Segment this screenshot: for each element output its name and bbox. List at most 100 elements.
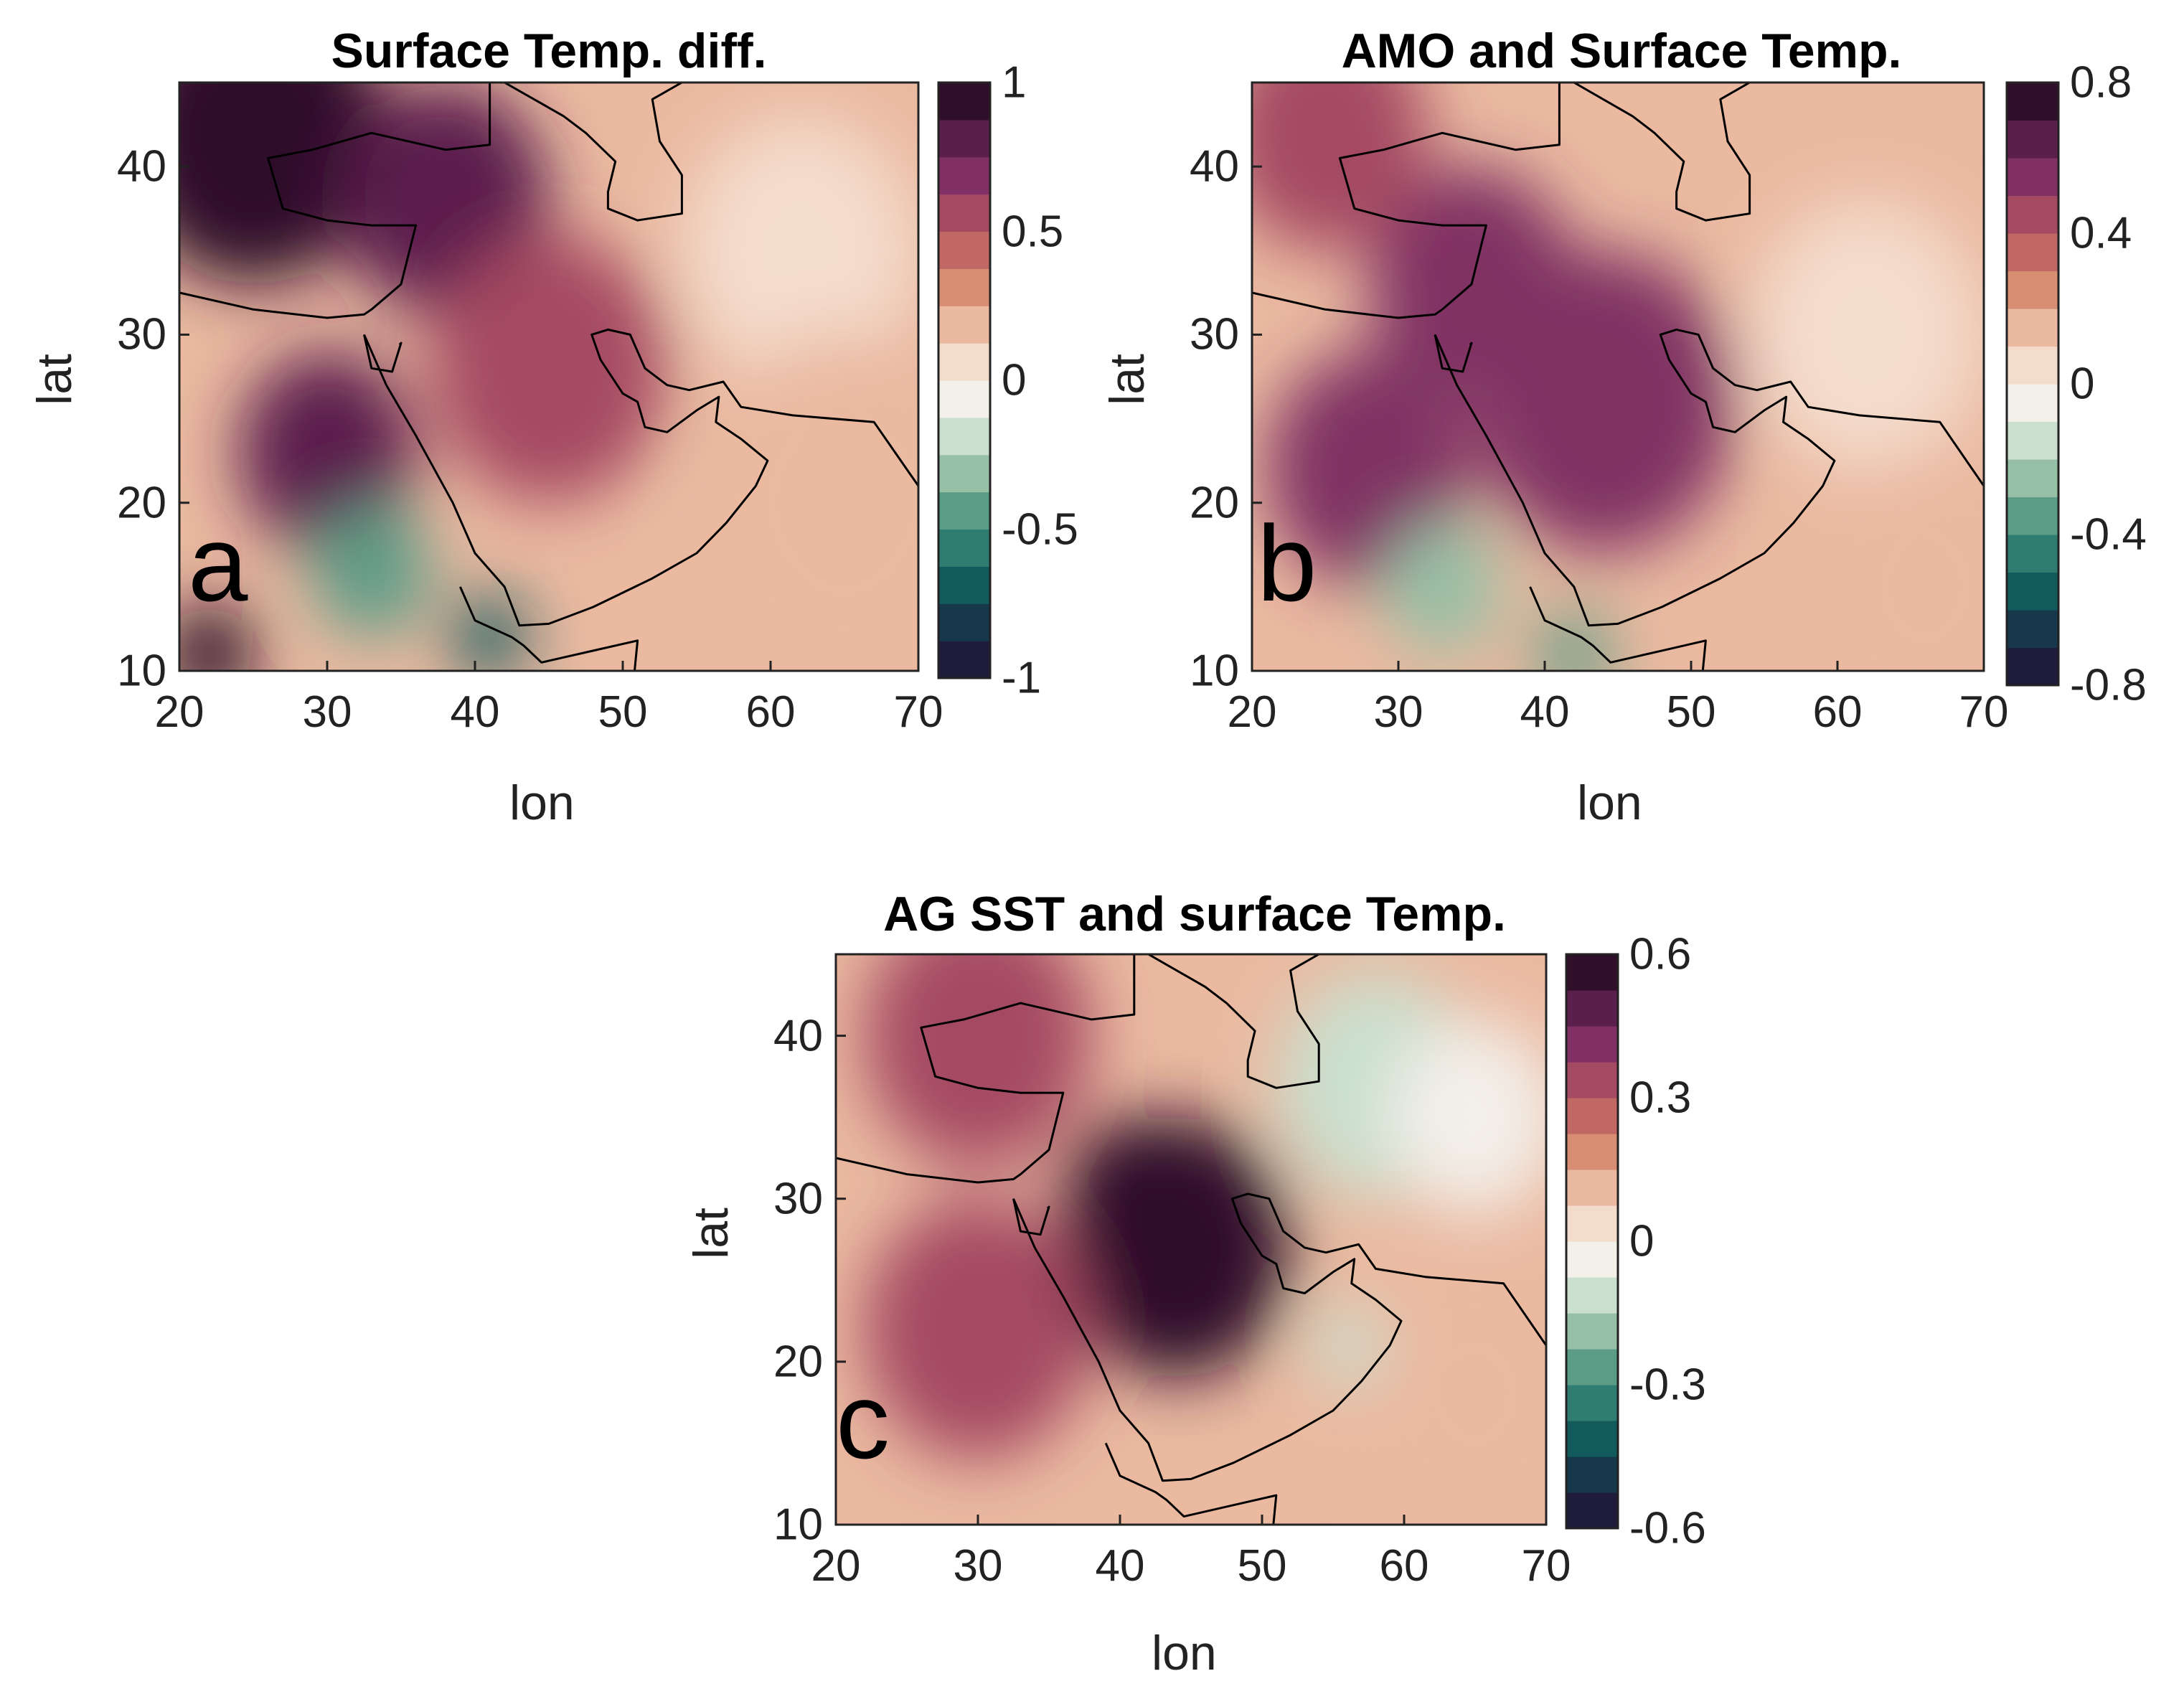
y-tick-label: 20 [773, 1337, 823, 1387]
colorbar-segment [938, 343, 990, 381]
y-tick-label: 20 [117, 478, 166, 528]
plot-frame [1251, 81, 1985, 672]
x-tick-label: 70 [893, 687, 943, 737]
x-tick-label: 50 [598, 687, 648, 737]
anomaly-region-1 [1063, 1117, 1205, 1281]
coastline-4 [1147, 954, 1320, 1089]
colorbar-segment [1566, 1205, 1618, 1242]
colorbar-segment [938, 83, 990, 121]
colorbar-tick-label: 0.4 [2070, 208, 2132, 258]
colorbar-segment [1566, 1277, 1618, 1314]
colorbar-segment [1566, 1241, 1618, 1278]
x-tick-label: 30 [1373, 687, 1423, 737]
colorbar-segment [938, 231, 990, 269]
panel-b-title: AMO and Surface Temp. [1341, 24, 1902, 78]
colorbar-segment [2007, 270, 2058, 309]
panel-c-colorbar [1565, 953, 1619, 1530]
colorbar-segment [938, 529, 990, 567]
colorbar-segment [1566, 1421, 1618, 1457]
anomaly-region-5 [1749, 200, 1984, 469]
colorbar-segment [2007, 572, 2058, 611]
colorbar-segment [1566, 1492, 1618, 1529]
y-tick-label: 30 [117, 309, 166, 359]
panel-a-title: Surface Temp. diff. [331, 24, 767, 78]
coastline-5 [459, 586, 639, 671]
coastline-4 [1573, 83, 1751, 222]
colorbar-segment [2007, 83, 2058, 121]
anomaly-region-3 [1383, 519, 1501, 654]
colorbar-segment [1566, 1385, 1618, 1421]
panel-c-map [834, 953, 1548, 1526]
coastline-2 [1012, 1192, 1546, 1482]
y-tick-label: 40 [1190, 141, 1239, 192]
anomaly-region-2 [864, 1198, 1092, 1460]
x-tick-label: 60 [745, 687, 796, 737]
colorbar-segment [938, 417, 990, 456]
colorbar-tick-label: 0 [1002, 355, 1027, 405]
colorbar-tick-label: -1 [1002, 653, 1042, 703]
panel-a-map [178, 81, 920, 672]
colorbar-segment [1566, 1313, 1618, 1350]
coastline-3 [1012, 1198, 1050, 1236]
colorbar-tick-label: 1 [1002, 57, 1027, 108]
colorbar-tick-label: -0.5 [1002, 504, 1078, 554]
panel-c-ylabel: lat [683, 1208, 738, 1259]
colorbar-segment [2007, 421, 2058, 460]
anomaly-region-7 [864, 954, 1092, 1167]
panel-c-xlabel: lon [1152, 1626, 1217, 1680]
colorbar-segment [938, 641, 990, 679]
colorbar-segment [938, 491, 990, 530]
coastline-1 [836, 1157, 1022, 1184]
y-tick-label: 10 [773, 1500, 823, 1550]
x-tick-label: 40 [1520, 687, 1570, 737]
colorbar-segment [2007, 233, 2058, 272]
panel-a-xlabel: lon [509, 776, 575, 830]
y-tick-label: 30 [1190, 309, 1239, 359]
colorbar-segment [2007, 158, 2058, 197]
anomaly-region-0 [179, 83, 387, 285]
colorbar-segment [2007, 459, 2058, 498]
anomaly-region-3 [430, 233, 667, 503]
anomaly-region-7 [1252, 83, 1428, 251]
colorbar-segment [938, 156, 990, 195]
y-tick-label: 20 [1190, 478, 1239, 528]
colorbar-segment [2007, 384, 2058, 423]
y-tick-label: 30 [773, 1174, 823, 1224]
colorbar-segment [2007, 346, 2058, 385]
colorbar-segment [1566, 1062, 1618, 1098]
colorbar-tick-label: 0.5 [1002, 207, 1064, 256]
x-tick-label: 30 [953, 1541, 1003, 1591]
colorbar-tick-label: -0.6 [1629, 1503, 1706, 1553]
panel-a-colorbar [937, 81, 992, 679]
colorbar-frame [1565, 953, 1619, 1530]
colorbar-segment [2007, 535, 2058, 573]
coastline-3 [363, 334, 403, 373]
anomaly-region-4 [1537, 612, 1611, 671]
panel-b-map [1251, 81, 1985, 672]
coastline-1 [1252, 291, 1444, 319]
plot-frame [834, 953, 1548, 1526]
x-tick-label: 20 [811, 1541, 861, 1591]
colorbar-segment [938, 306, 990, 344]
colorbar-segment [1566, 1456, 1618, 1493]
x-tick-label: 60 [1379, 1541, 1429, 1591]
anomaly-region-4 [1390, 1019, 1546, 1215]
colorbar-segment [2007, 309, 2058, 347]
anomaly-region-6 [179, 603, 253, 671]
anomaly-region-6 [1808, 452, 1984, 671]
panel-b-xlabel: lon [1577, 776, 1642, 830]
colorbar-segment [1566, 1134, 1618, 1170]
colorbar-frame [2005, 81, 2060, 687]
colorbar-tick-label: -0.8 [2070, 660, 2147, 710]
coastline-2 [1434, 328, 1984, 627]
panel-b-colorbar [2005, 81, 2060, 687]
coastline-4 [504, 83, 683, 222]
x-tick-label: 30 [302, 687, 352, 737]
coastline-0 [920, 954, 1136, 1175]
colorbar-segment [1566, 1169, 1618, 1206]
